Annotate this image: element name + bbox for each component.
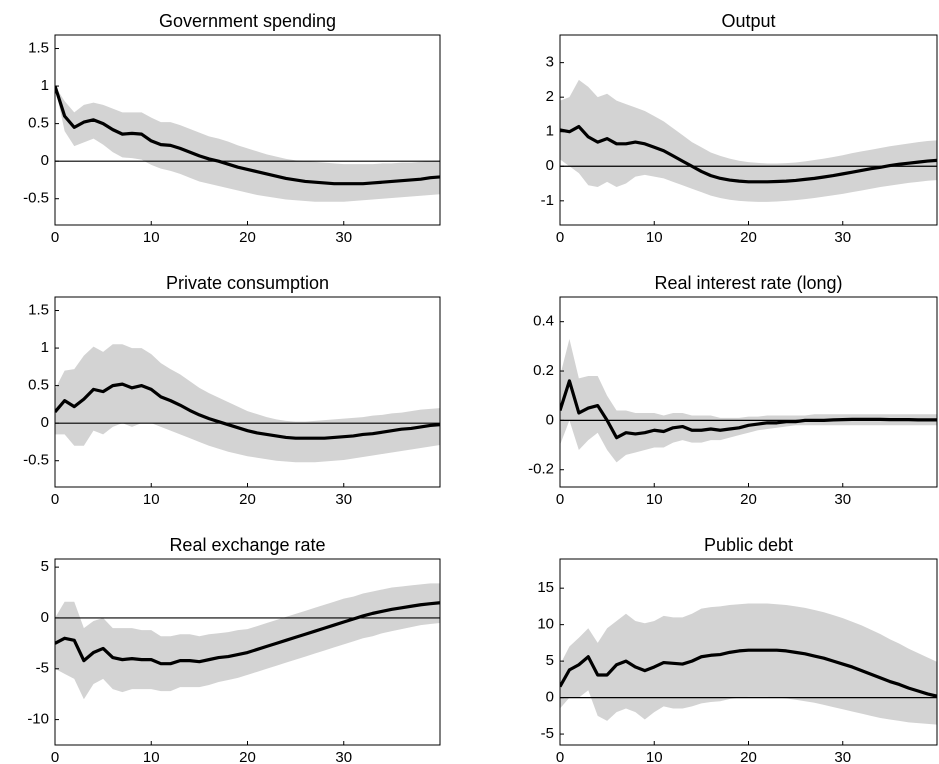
y-tick-label: 2 <box>546 88 554 105</box>
y-tick-label: 1 <box>41 339 49 356</box>
x-tick-label: 30 <box>335 229 352 246</box>
x-tick-label: 30 <box>834 229 851 246</box>
response-line <box>560 648 937 698</box>
x-tick-label: 10 <box>143 491 160 508</box>
y-tick-label: -10 <box>27 711 49 728</box>
x-tick-label: 20 <box>740 229 757 246</box>
y-tick-label: 1.5 <box>28 39 49 56</box>
y-tick-label: 1 <box>41 77 49 94</box>
x-tick-label: 10 <box>143 229 160 246</box>
confidence-band <box>560 79 937 202</box>
confidence-band <box>55 86 440 202</box>
x-tick-label: 30 <box>335 491 352 508</box>
x-tick-label: 30 <box>834 491 851 508</box>
y-tick-label: 0.5 <box>28 377 49 394</box>
y-tick-label: 0 <box>546 411 554 428</box>
panel-title: Private consumption <box>166 273 329 293</box>
response-line <box>55 382 440 440</box>
y-tick-label: 0.5 <box>28 115 49 132</box>
response-line <box>55 601 440 666</box>
confidence-band <box>560 603 937 725</box>
x-tick-label: 30 <box>834 749 851 764</box>
x-tick-label: 0 <box>556 749 564 764</box>
confidence-band <box>55 344 440 463</box>
confidence-band <box>560 338 937 463</box>
response-line <box>560 379 937 440</box>
panel-title: Public debt <box>704 535 793 555</box>
x-tick-label: 20 <box>239 229 256 246</box>
y-tick-label: 0 <box>546 689 554 706</box>
x-tick-label: 0 <box>556 491 564 508</box>
y-tick-label: -0.5 <box>23 190 49 207</box>
x-tick-label: 20 <box>740 749 757 764</box>
x-tick-label: 10 <box>646 491 663 508</box>
y-tick-label: 1 <box>546 123 554 140</box>
x-tick-label: 0 <box>51 229 59 246</box>
x-tick-label: 20 <box>239 491 256 508</box>
panel-title: Real exchange rate <box>169 535 325 555</box>
y-tick-label: 0.2 <box>533 362 554 379</box>
y-tick-label: 0 <box>41 414 49 431</box>
y-tick-label: 5 <box>41 558 49 575</box>
y-tick-label: 10 <box>537 616 554 633</box>
x-tick-label: 10 <box>646 749 663 764</box>
x-tick-label: 10 <box>646 229 663 246</box>
y-tick-label: 0 <box>546 157 554 174</box>
response-line <box>560 124 937 184</box>
y-tick-label: 0 <box>41 152 49 169</box>
x-tick-label: 10 <box>143 749 160 764</box>
x-tick-label: 0 <box>556 229 564 246</box>
y-tick-label: 5 <box>546 652 554 669</box>
x-tick-label: 20 <box>740 491 757 508</box>
y-tick-label: -5 <box>541 725 554 742</box>
x-tick-label: 0 <box>51 749 59 764</box>
y-tick-label: -0.5 <box>23 452 49 469</box>
panel-title: Output <box>721 11 775 31</box>
y-tick-label: -0.2 <box>528 461 554 478</box>
y-tick-label: 0 <box>41 609 49 626</box>
y-tick-label: -5 <box>36 660 49 677</box>
panel-title: Government spending <box>159 11 336 31</box>
y-tick-label: -1 <box>541 192 554 209</box>
response-line <box>55 85 440 186</box>
x-tick-label: 0 <box>51 491 59 508</box>
x-tick-label: 30 <box>335 749 352 764</box>
y-tick-label: 3 <box>546 54 554 71</box>
y-tick-label: 1.5 <box>28 301 49 318</box>
panel-title: Real interest rate (long) <box>654 273 842 293</box>
y-tick-label: 0.4 <box>533 313 554 330</box>
confidence-band <box>55 583 440 700</box>
y-tick-label: 15 <box>537 579 554 596</box>
x-tick-label: 20 <box>239 749 256 764</box>
